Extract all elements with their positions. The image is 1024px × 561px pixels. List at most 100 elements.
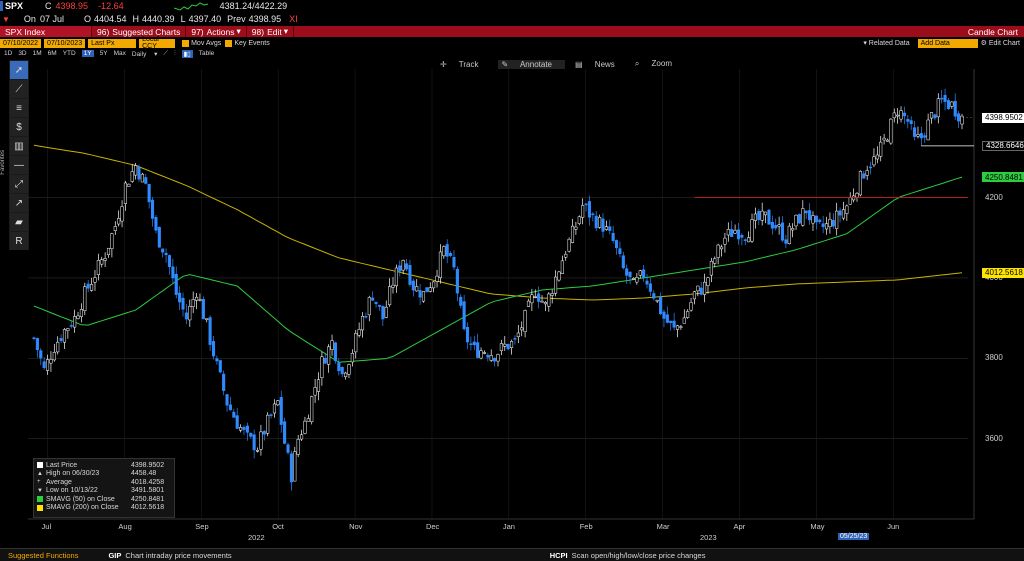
candle-body <box>564 253 568 258</box>
net-change: -12.64 <box>98 1 124 11</box>
ticker[interactable]: SPX <box>5 1 24 11</box>
zoom-button[interactable]: ⌕ Zoom <box>634 59 672 68</box>
candle-body <box>174 274 178 295</box>
candle-body <box>713 258 717 264</box>
candle-body <box>567 238 571 252</box>
candle-body <box>574 226 578 230</box>
candle-body <box>377 304 382 307</box>
period-ytd[interactable]: YTD <box>62 50 76 57</box>
last-price-tag: 4398.9502 <box>982 112 1024 123</box>
exchange-code: XI <box>289 14 298 24</box>
period-1d[interactable]: 1D <box>4 50 13 57</box>
trend-icon[interactable]: ⤢ <box>10 175 28 193</box>
candle-body <box>665 314 669 323</box>
news-button[interactable]: ▤ News <box>575 59 615 69</box>
fib-icon[interactable]: ≡ <box>10 99 28 117</box>
start-date-field[interactable]: 07/10/2022 <box>0 38 42 48</box>
table-button[interactable]: Table <box>198 50 215 57</box>
candle-body <box>106 247 111 255</box>
edit-menu[interactable]: 98) Edit ▾ <box>247 26 295 37</box>
candle-body <box>957 113 961 122</box>
frequency-select[interactable]: Daily ▾ <box>131 50 158 58</box>
candle-body <box>320 356 324 378</box>
mov-avgs-checkbox[interactable] <box>182 39 190 47</box>
candle-body <box>784 239 788 244</box>
security-field[interactable]: SPX Index <box>0 26 92 37</box>
hcpi-code[interactable]: HCPI <box>549 550 568 560</box>
add-data-field[interactable]: Add Data <box>917 38 978 48</box>
candle-body <box>628 271 632 278</box>
hline-icon[interactable]: — <box>10 156 28 174</box>
prev-price: 4398.95 <box>248 14 282 24</box>
candle-body <box>493 357 497 362</box>
candle-body <box>747 237 751 243</box>
channel-icon[interactable]: ▥ <box>10 137 28 155</box>
security-marker <box>0 1 3 11</box>
candle-body <box>764 211 768 216</box>
ray-icon[interactable]: ↗ <box>10 194 28 212</box>
candle-body <box>960 115 964 125</box>
candle-body <box>675 325 680 330</box>
edit-chart-button[interactable]: ⚙ Edit Chart <box>980 40 1020 47</box>
last-price: 4398.95 <box>55 1 89 11</box>
period-1m[interactable]: 1M <box>32 50 42 57</box>
candle-body <box>418 290 422 298</box>
period-3d[interactable]: 3D <box>18 50 27 57</box>
candle-body <box>259 431 263 450</box>
price-icon[interactable]: $ <box>10 118 28 136</box>
currency-select[interactable]: Local CCY <box>139 36 176 50</box>
gip-code[interactable]: GIP <box>108 550 122 560</box>
drawing-tools: ➚ ⟋ ≡ $ ▥ — ⤢ ↗ ▰ R <box>9 60 29 250</box>
date-tag: 05/25/23 <box>838 533 870 540</box>
chart-style-bar-icon[interactable]: ⫶ <box>173 49 176 57</box>
candle-body <box>367 297 371 316</box>
suggested-functions-link[interactable]: Suggested Functions <box>8 550 79 560</box>
key-events-checkbox[interactable] <box>225 39 233 47</box>
legend-panel[interactable]: Last Price 4398.9502 ▲ High on 06/30/23 445… <box>33 458 175 518</box>
candle-body <box>52 352 56 361</box>
candle-body <box>93 277 97 283</box>
period-1y[interactable]: 1Y <box>81 50 94 57</box>
end-date-field[interactable]: 07/10/2023 <box>44 38 86 48</box>
band-icon[interactable]: ▰ <box>10 213 28 231</box>
candle-body <box>631 278 636 280</box>
candle-body <box>391 284 395 288</box>
candle-body <box>835 210 839 229</box>
candle-body <box>140 173 144 183</box>
chart-style-candle-icon[interactable]: ▮▯ <box>181 49 193 58</box>
gip-description[interactable]: Chart intraday price movements <box>125 550 232 560</box>
candle-body <box>841 209 846 219</box>
suggested-charts-menu[interactable]: 96) Suggested Charts <box>92 26 187 37</box>
candle-chart[interactable] <box>28 69 980 549</box>
candle-body <box>811 215 815 224</box>
candle-body <box>743 239 747 241</box>
period-6m[interactable]: 6M <box>47 50 57 57</box>
track-button[interactable]: ✛ Track <box>440 59 479 69</box>
year-label: 2023 <box>700 533 717 542</box>
candle-body <box>110 233 114 249</box>
candle-body <box>919 133 923 139</box>
field-select[interactable]: Last Px <box>88 38 137 48</box>
candle-body <box>59 338 63 342</box>
related-data-menu[interactable]: ▾ Related Data <box>863 40 910 47</box>
x-tick-label: Jan <box>502 522 515 531</box>
r-icon[interactable]: R <box>10 232 28 250</box>
quote-header: SPX C 4398.95 -12.64 4381.24/4422.29 <box>0 0 1024 12</box>
candle-body <box>777 224 781 227</box>
candle-body <box>486 354 490 358</box>
candle-body <box>164 252 168 256</box>
candle-body <box>327 346 331 365</box>
period-5y[interactable]: 5Y <box>99 50 108 57</box>
chart-style-line-icon[interactable]: ⟋ <box>163 49 168 57</box>
zoom-icon: ⌕ <box>634 59 640 68</box>
candle-body <box>499 343 503 351</box>
sma200-line <box>33 144 963 301</box>
line-icon[interactable]: ⟋ <box>10 80 28 98</box>
period-max[interactable]: Max <box>113 50 126 57</box>
annotate-button[interactable]: ✎ Annotate <box>498 59 565 69</box>
actions-menu[interactable]: 97) Actions ▾ <box>186 26 247 37</box>
candle-body <box>608 226 612 231</box>
hcpi-description[interactable]: Scan open/high/low/close price changes <box>571 550 706 560</box>
candle-body <box>594 215 598 229</box>
cursor-icon[interactable]: ➚ <box>10 61 28 79</box>
